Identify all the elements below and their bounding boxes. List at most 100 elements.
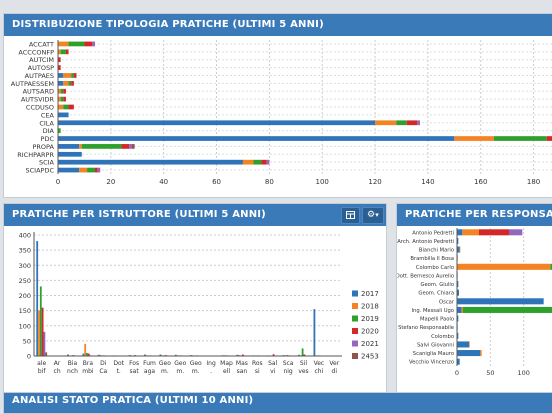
category-label: Salvi Giovanni <box>417 342 454 348</box>
bar-segment-2017 <box>58 152 82 157</box>
category-label: Geom. Giulio <box>420 282 454 288</box>
bar-segment-2021 <box>417 120 420 125</box>
table-view-button[interactable] <box>341 207 360 224</box>
legend-swatch-2018 <box>352 303 358 309</box>
bar-segment-2019 <box>69 42 85 47</box>
category-label: CILA <box>39 119 54 127</box>
x-tick-label: m. <box>192 368 200 375</box>
category-label: Mapelli Paolo <box>420 317 454 323</box>
bar-segment-2019 <box>63 105 68 110</box>
legend-label: 2018 <box>361 303 379 311</box>
x-tick-label: 50 <box>486 369 494 377</box>
x-tick-label: chi <box>315 368 324 375</box>
bar-segment-2019 <box>254 160 262 165</box>
bar-segment-2020 <box>547 136 552 141</box>
x-tick-label: ell <box>223 368 230 375</box>
panel-tipologia: DISTRIBUZIONE TIPOLOGIA PRATICHE (ULTIMI… <box>3 13 552 198</box>
category-label: Dott. Bernesco Aurelio <box>397 273 454 279</box>
bar-segment-2017 <box>58 144 79 149</box>
bar-segment-2020 <box>63 89 66 94</box>
x-tick-label: 20 <box>106 178 115 186</box>
bar-segment-2018 <box>243 160 254 165</box>
panel-istruttore-header: PRATICHE PER ISTRUTTORE (ULTIMI 5 ANNI) … <box>4 204 386 226</box>
bar-segment-2018 <box>460 247 461 253</box>
bar-segment-2017 <box>58 168 79 173</box>
x-tick-label: 120 <box>368 178 381 186</box>
bar-segment-2018 <box>469 341 470 347</box>
category-label: SCIA <box>39 159 55 167</box>
bar-2017 <box>36 241 38 356</box>
category-label: AUTPAESSEM <box>11 80 54 88</box>
category-label: PDC <box>41 135 55 143</box>
chart-istruttore: 050100150200250300350400alebifArchBianch… <box>4 226 386 392</box>
panel-analisi-header: ANALISI STATO PRATICA (ULTIMI 10 ANNI) <box>4 393 552 414</box>
category-label: AUTCIM <box>29 56 54 64</box>
legend-label: 2453 <box>361 353 379 361</box>
x-tick-label: . <box>210 368 212 375</box>
x-tick-label: si <box>255 368 260 375</box>
bar-segment-2019 <box>61 97 64 102</box>
legend-swatch-2021 <box>352 341 358 347</box>
category-label: RICHPARPR <box>17 151 54 159</box>
x-tick-label: Sca <box>283 360 294 367</box>
bar-segment-2020 <box>74 73 77 78</box>
category-label: Colombo Carlo <box>416 265 454 271</box>
bar-segment-2018 <box>58 42 69 47</box>
bar-2020 <box>42 308 44 356</box>
x-tick-label: Geo <box>190 360 202 367</box>
legend-label: 2020 <box>361 328 379 336</box>
panel-title: PRATICHE PER ISTRUTTORE (ULTIMI 5 ANNI) <box>12 209 266 220</box>
bar-segment-2017 <box>58 120 375 125</box>
bar-segment-2021 <box>509 229 522 235</box>
settings-button[interactable]: ⚙▾ <box>362 207 384 224</box>
bar-segment-2021 <box>98 168 101 173</box>
chevron-down-icon: ▾ <box>375 211 379 219</box>
category-label: ACCATT <box>29 40 54 48</box>
category-label: Bianchi Mario <box>419 248 454 254</box>
x-tick-label: t. <box>117 368 121 375</box>
bar-2017 <box>314 309 316 356</box>
bar-segment-2021 <box>267 160 270 165</box>
y-tick-label: 200 <box>19 292 31 300</box>
x-tick-label: aga <box>144 368 155 375</box>
x-tick-label: ale <box>37 360 46 367</box>
x-tick-label: Sal <box>268 360 277 367</box>
x-tick-label: Vec <box>314 360 325 367</box>
bar-segment-2020 <box>66 49 69 54</box>
y-tick-label: 0 <box>27 353 31 361</box>
category-label: Arch. Antonio Pedretti <box>397 239 454 245</box>
category-label: SCIAPDC <box>26 167 55 175</box>
bar-2019 <box>40 286 42 356</box>
bar-segment-2020 <box>71 81 74 86</box>
x-tick-label: Ver <box>329 360 339 367</box>
panel-responsabile: PRATICHE PER RESPONSABILE (ULTIMI 5 ANNI… <box>396 203 552 393</box>
x-tick-label: nch <box>67 368 78 375</box>
y-tick-label: 150 <box>19 307 31 315</box>
bar-2453 <box>45 352 47 356</box>
panel-istruttore: PRATICHE PER ISTRUTTORE (ULTIMI 5 ANNI) … <box>3 203 387 393</box>
x-tick-label: Ar <box>54 360 61 367</box>
panel-title: DISTRIBUZIONE TIPOLOGIA PRATICHE (ULTIMI… <box>12 19 324 30</box>
category-label: ACCCONFP <box>18 48 54 56</box>
category-label: Brambilla Il Bosa <box>410 256 454 262</box>
x-tick-label: di <box>332 368 338 375</box>
x-tick-label: Bra <box>83 360 94 367</box>
legend-swatch-2019 <box>352 316 358 322</box>
x-tick-label: 100 <box>316 178 329 186</box>
x-tick-label: 180 <box>527 178 540 186</box>
bar-segment-2019 <box>61 49 66 54</box>
bar-segment-2018 <box>79 144 82 149</box>
bar-segment-2020 <box>121 144 129 149</box>
panel-responsabile-header: PRATICHE PER RESPONSABILE (ULTIMI 5 ANNI… <box>397 204 552 226</box>
category-label: Colombo <box>431 334 454 340</box>
category-label: DIA <box>43 127 55 135</box>
y-tick-label: 100 <box>19 322 31 330</box>
bar-segment-2017 <box>457 229 462 235</box>
bar-segment-2017 <box>457 350 480 356</box>
panel-tipologia-header: DISTRIBUZIONE TIPOLOGIA PRATICHE (ULTIMI… <box>4 14 552 36</box>
bar-segment-2020 <box>407 120 418 125</box>
bar-segment-2020 <box>261 160 266 165</box>
bar-segment-2019 <box>61 89 64 94</box>
bar-segment-2018 <box>454 136 494 141</box>
x-tick-label: ves <box>298 368 308 375</box>
